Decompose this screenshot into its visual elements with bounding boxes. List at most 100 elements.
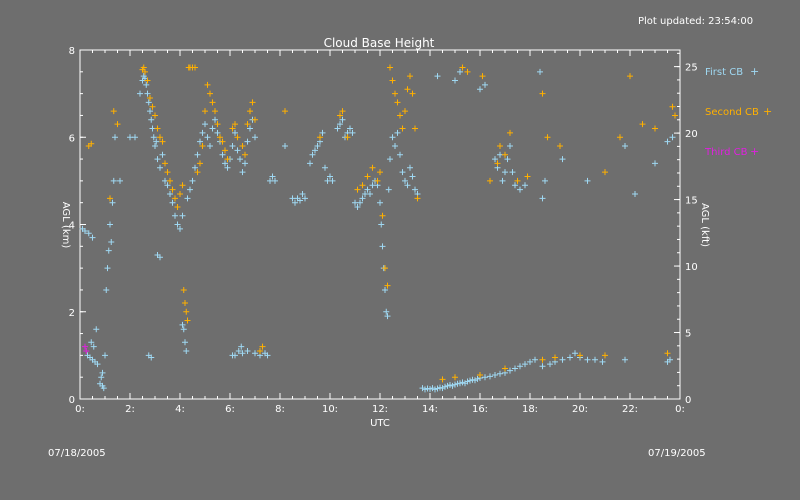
data-point [247,125,253,132]
y-right-tick-label: 15 [685,196,698,207]
data-point [112,134,118,141]
data-point [137,90,143,97]
data-point [272,177,278,184]
data-point [235,348,242,355]
data-point [234,134,241,141]
data-point [194,151,201,158]
data-point [339,108,346,115]
data-point [102,352,108,359]
data-point [517,186,523,193]
data-point [229,142,236,149]
data-point [83,348,90,355]
data-point [237,156,243,163]
data-point [309,151,316,158]
data-point [107,221,113,228]
data-point [452,77,458,84]
data-point [374,177,381,184]
data-point [364,186,371,193]
data-point [592,356,598,363]
data-point [339,116,346,123]
data-point [164,182,171,189]
data-point [244,348,251,355]
x-tick-label: 14: [422,404,438,415]
data-point [169,186,176,193]
data-point [439,376,446,383]
data-point [514,177,521,184]
data-point [412,186,418,193]
data-point [180,286,187,293]
data-point [382,286,388,293]
left-y-axis-label: AGL (km) [60,202,71,249]
data-point [622,142,628,149]
data-point [412,125,418,132]
data-point [167,190,173,197]
data-point [209,99,216,106]
data-point [667,356,673,363]
data-point [482,374,488,381]
legend-second-cb: Second CB [705,107,759,118]
data-point [239,142,246,149]
data-point [387,156,393,163]
data-point [204,134,211,141]
data-point [602,169,608,176]
data-point [117,177,123,184]
data-point [239,169,246,176]
data-point [202,108,208,115]
x-tick-label: 12: [372,404,388,415]
data-point [532,356,538,363]
data-point [142,68,148,75]
data-point [224,156,231,163]
data-point [157,134,163,141]
y-right-tick-label: 5 [685,329,691,340]
data-point [232,129,238,136]
data-point [89,234,96,241]
data-point [108,238,115,245]
data-point [477,372,483,379]
data-point [392,142,398,149]
data-point [409,90,416,97]
start-date: 07/18/2005 [48,448,106,459]
data-point [627,73,633,80]
data-point [282,108,288,115]
data-point [409,173,416,180]
data-point [238,343,245,350]
y-right-tick-label: 25 [685,63,698,74]
data-point [132,134,138,141]
x-tick-label: 18: [522,404,538,415]
data-point [664,138,671,145]
data-point [182,300,188,307]
data-point [204,81,211,88]
data-point [232,352,238,359]
data-point [224,164,231,171]
data-point [153,138,160,145]
data-point [154,125,161,132]
data-point [219,151,226,158]
legend-first-cb: First CB [705,67,743,78]
data-point [567,354,573,361]
data-point [577,352,583,359]
legend-third-cb: Third CB [704,147,748,158]
data-point [559,156,566,163]
data-point [479,73,486,80]
data-point [507,142,513,149]
data-point [397,151,403,158]
data-point [88,140,95,147]
data-point [184,195,191,202]
data-point [149,103,156,110]
data-point [234,147,241,154]
data-point [394,99,401,106]
data-point [502,365,508,372]
data-point [502,151,508,158]
data-point [379,243,386,250]
data-point [197,138,203,145]
data-point [157,164,163,171]
data-point [103,286,110,293]
data-point [85,230,92,237]
data-point [572,350,578,357]
data-point [464,68,471,75]
data-point [387,64,393,71]
data-point [212,116,218,123]
data-point [194,169,201,176]
data-point [252,134,258,141]
right-y-axis-label: AGL (kft) [699,203,710,247]
